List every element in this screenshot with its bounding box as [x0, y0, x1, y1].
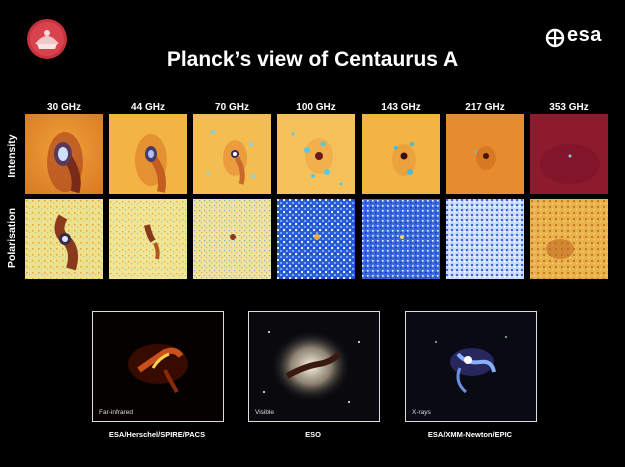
intensity-map-100ghz [277, 114, 355, 194]
freq-label-143: 143 GHz [381, 102, 421, 113]
credit-visible: ESO [305, 430, 321, 439]
row-label-intensity: Intensity [6, 134, 18, 178]
esa-logo: esa [545, 24, 615, 50]
row-label-polarisation: Polarisation [6, 207, 18, 269]
intensity-map-353ghz [530, 114, 608, 194]
polarisation-map-100ghz [277, 199, 355, 279]
freq-label-217: 217 GHz [465, 102, 505, 113]
credit-xray: ESA/XMM-Newton/EPIC [427, 430, 513, 439]
planck-logo [26, 18, 68, 60]
polarisation-map-44ghz [109, 199, 187, 279]
intensity-map-143ghz [362, 114, 440, 194]
freq-label-100: 100 GHz [296, 102, 336, 113]
freq-label-353: 353 GHz [549, 102, 589, 113]
far-infrared-label: Far-infrared [99, 409, 133, 416]
page-title: Planck’s view of Centaurus A [166, 48, 459, 71]
credit-far-infrared: ESA/Herschel/SPIRE/PACS [108, 430, 206, 439]
intensity-map-217ghz [446, 114, 524, 194]
polarisation-map-353ghz [530, 199, 608, 279]
polarisation-map-70ghz [193, 199, 271, 279]
xray-label: X-rays [412, 409, 431, 416]
polarisation-map-143ghz [362, 199, 440, 279]
intensity-map-44ghz [109, 114, 187, 194]
polarisation-map-217ghz [446, 199, 524, 279]
far-infrared-image: Far-infrared [92, 311, 224, 422]
intensity-map-30ghz [25, 114, 103, 194]
xray-image: X-rays [405, 311, 537, 422]
esa-logo-text: esa [567, 24, 602, 46]
visible-image: Visible [248, 311, 380, 422]
intensity-map-70ghz [193, 114, 271, 194]
freq-label-30: 30 GHz [47, 102, 81, 113]
visible-label: Visible [255, 409, 275, 416]
freq-label-70: 70 GHz [215, 102, 249, 113]
freq-label-44: 44 GHz [131, 102, 165, 113]
polarisation-map-30ghz [25, 199, 103, 279]
